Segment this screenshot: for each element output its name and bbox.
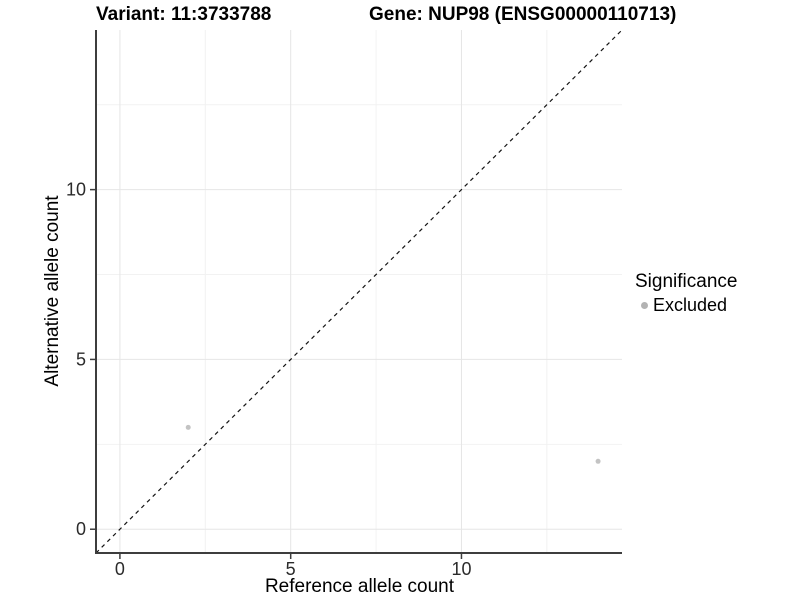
variant-title: Variant: 11:3733788: [96, 4, 272, 25]
y-tick-label: 0: [76, 519, 86, 539]
y-tick-label: 5: [76, 349, 86, 369]
y-axis-title: Alternative allele count: [42, 195, 63, 387]
x-tick-label: 0: [115, 559, 125, 579]
y-tick-label: 10: [66, 180, 86, 200]
excluded-point-icon: [641, 302, 648, 309]
identity-dashed-line: [95, 29, 623, 554]
data-point: [185, 424, 191, 430]
x-tick-label: 10: [451, 559, 471, 579]
x-axis-title: Reference allele count: [264, 576, 455, 597]
legend-item-label: Excluded: [653, 295, 728, 315]
legend: Significance Excluded: [635, 271, 737, 316]
legend-item-excluded: Excluded: [635, 295, 737, 316]
gene-title: Gene: NUP98 (ENSG00000110713): [369, 4, 677, 25]
data-point: [595, 458, 601, 464]
legend-title: Significance: [635, 271, 738, 292]
x-tick-label: 5: [286, 559, 296, 579]
